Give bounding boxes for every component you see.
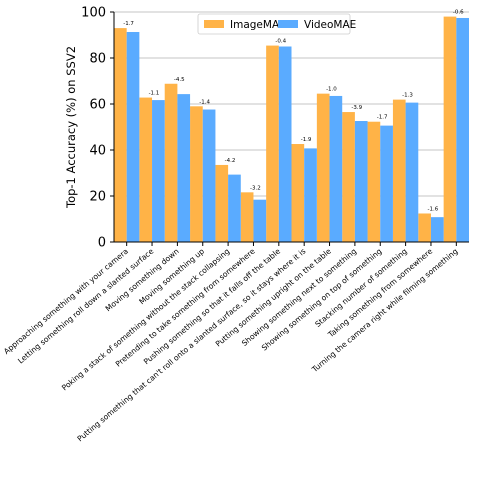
bar-imagemae-5 (240, 192, 254, 242)
y-tick-label: 0 (98, 236, 106, 251)
delta-annotation: -1.4 (199, 99, 210, 105)
bar-videomae-7 (304, 148, 317, 242)
y-tick-label: 80 (89, 52, 106, 67)
y-axis-label: Top-1 Accuracy (%) on SSV2 (64, 46, 78, 209)
legend-box (197, 13, 351, 35)
delta-annotation: -1.3 (402, 93, 413, 99)
bar-imagemae-12 (418, 213, 431, 242)
delta-annotation: -1.6 (427, 206, 438, 212)
bar-imagemae-13 (443, 16, 457, 242)
bar-imagemae-3 (190, 106, 203, 242)
y-tick-label: 60 (89, 98, 106, 113)
bar-imagemae-6 (266, 45, 279, 242)
bar-imagemae-1 (139, 97, 153, 242)
delta-annotation: -3.2 (250, 185, 261, 191)
delta-annotation: -4.5 (174, 77, 185, 83)
delta-annotation: -4.2 (225, 158, 236, 164)
delta-annotation: -3.9 (351, 105, 362, 111)
bar-imagemae-2 (164, 83, 178, 242)
bar-videomae-1 (152, 100, 165, 242)
delta-annotation: -1.7 (123, 21, 134, 27)
delta-annotation: -1.9 (301, 137, 312, 143)
bar-videomae-11 (405, 102, 419, 243)
bar-videomae-8 (329, 95, 343, 242)
y-tick-label: 20 (89, 190, 106, 205)
bar-imagemae-0 (114, 28, 127, 242)
delta-annotation: -1.1 (149, 91, 160, 97)
bar-imagemae-11 (392, 99, 406, 242)
bar-videomae-13 (456, 17, 469, 243)
delta-annotation: -1.7 (377, 115, 388, 121)
delta-annotation: -1.0 (326, 87, 337, 93)
bar-videomae-10 (380, 125, 393, 242)
legend-swatch-imagemae (204, 20, 224, 28)
bar-videomae-5 (253, 199, 267, 242)
bar-imagemae-10 (367, 121, 381, 242)
legend-swatch-videomae (278, 20, 298, 28)
delta-annotation: -0.6 (453, 10, 464, 16)
y-tick-label: 100 (81, 6, 106, 21)
legend-label-imagemae: ImageMAE (230, 19, 286, 31)
x-tick-label: Poking a stack of something without the … (60, 247, 231, 393)
bar-imagemae-7 (291, 144, 305, 242)
bar-videomae-9 (354, 121, 368, 242)
bar-videomae-3 (202, 109, 216, 243)
bar-imagemae-9 (342, 112, 355, 242)
bar-videomae-6 (278, 46, 292, 242)
bar-videomae-12 (430, 217, 444, 242)
bar-imagemae-8 (316, 93, 330, 243)
bar-videomae-4 (228, 174, 241, 242)
legend-label-videomae: VideoMAE (304, 19, 356, 31)
bar-videomae-0 (126, 32, 140, 243)
delta-annotation: -0.4 (275, 39, 286, 45)
y-tick-label: 40 (89, 144, 106, 159)
bar-imagemae-4 (215, 164, 229, 242)
bar-videomae-2 (177, 94, 191, 242)
